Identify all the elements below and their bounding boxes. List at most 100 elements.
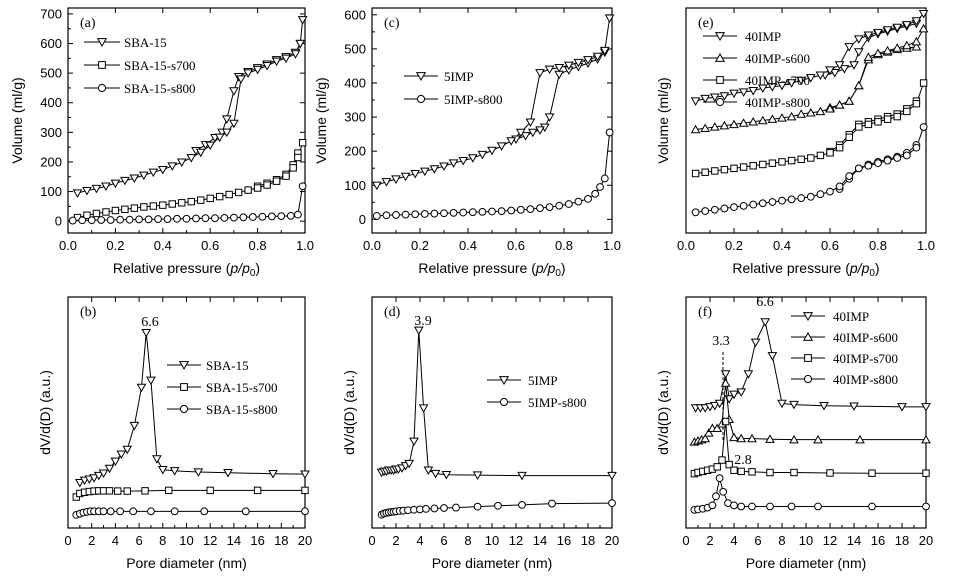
data-point [272, 177, 281, 185]
data-point [758, 199, 767, 208]
series-line [694, 383, 926, 443]
data-point [749, 200, 758, 209]
data-point [825, 66, 835, 75]
data-point [563, 61, 574, 71]
x-tick-label: 20 [605, 533, 619, 548]
data-point [267, 212, 276, 221]
data-point [248, 213, 257, 221]
data-point [430, 209, 439, 218]
data-point [604, 14, 615, 24]
data-point [182, 214, 191, 223]
data-point [919, 123, 928, 131]
data-point [423, 466, 434, 476]
series-5imp-s800 [372, 128, 614, 220]
data-point [135, 215, 144, 224]
data-point [138, 171, 149, 181]
x-tick-label: 8 [778, 533, 785, 548]
legend-marker [415, 72, 427, 81]
data-point [157, 165, 168, 175]
data-point [239, 213, 248, 222]
data-point [605, 128, 614, 137]
data-point [82, 186, 92, 196]
data-point [806, 192, 815, 201]
data-point [708, 501, 717, 510]
data-point [902, 151, 911, 160]
x-tick-label: 16 [871, 533, 885, 548]
data-point [99, 507, 108, 516]
data-point [92, 209, 101, 218]
x-tick-label: 2 [392, 533, 399, 548]
data-point [391, 175, 401, 184]
data-point [281, 54, 291, 64]
data-point [121, 205, 129, 214]
data-point [777, 81, 787, 91]
data-point [903, 107, 911, 116]
x-tick-label: 1.0 [296, 238, 314, 253]
series-5imp-s800 [377, 499, 616, 519]
data-point [192, 214, 200, 223]
data-point [487, 146, 497, 156]
legend-label: 5IMP [444, 69, 474, 84]
data-point [371, 181, 382, 191]
legend-label: 40IMP-s600 [745, 51, 810, 66]
y-tick-label: 700 [40, 6, 62, 21]
data-point [839, 65, 850, 74]
data-point [230, 213, 238, 222]
data-point [815, 71, 826, 81]
x-tick-label: 1.0 [917, 238, 935, 253]
data-point [200, 507, 209, 516]
data-point [516, 205, 525, 214]
data-point [106, 216, 115, 224]
data-point [874, 159, 882, 168]
series-sba-15-s800 [72, 507, 309, 519]
data-point [805, 107, 816, 117]
data-point [893, 112, 901, 121]
series-5imp [371, 14, 615, 191]
data-point [147, 507, 155, 516]
data-point [141, 487, 149, 495]
data-point [97, 216, 106, 224]
data-point [583, 56, 593, 65]
series-line-desorption [829, 100, 917, 152]
series-40imp-s600 [689, 378, 931, 446]
data-point [93, 471, 104, 481]
data-point [120, 176, 130, 186]
series-40imp-s800 [690, 474, 930, 514]
data-point [750, 338, 761, 348]
x-tick-label: 0 [64, 533, 71, 548]
data-point [382, 211, 391, 220]
data-point [548, 499, 556, 508]
data-point [712, 423, 723, 433]
data-point [787, 156, 796, 165]
data-point [922, 502, 930, 511]
data-point [719, 487, 728, 496]
data-point [608, 499, 616, 508]
data-point [101, 182, 111, 192]
data-point [759, 160, 767, 169]
data-point [700, 433, 711, 443]
data-point [114, 487, 122, 495]
data-point [700, 94, 711, 104]
y-tick-label: 600 [40, 36, 62, 51]
data-point [826, 187, 834, 196]
data-point [844, 43, 855, 52]
data-point [787, 502, 796, 511]
y-tick-label: 100 [344, 178, 366, 193]
data-point [244, 186, 252, 194]
data-point [221, 128, 232, 138]
data-point [790, 468, 798, 477]
data-point [215, 192, 224, 201]
data-point [863, 52, 874, 61]
data-point [301, 486, 309, 495]
data-point [730, 164, 738, 173]
data-point [525, 118, 536, 128]
legend-label: SBA-15 [206, 358, 249, 373]
y-axis-label: dV/d(D) (a.u.) [37, 370, 53, 455]
data-point [748, 468, 756, 476]
legend-label: SBA-15 [124, 35, 167, 50]
data-point [767, 83, 778, 92]
x-axis-label: Relative pressure (p/p0) [113, 260, 260, 279]
data-point [297, 16, 308, 25]
legend: 40IMP 40IMP-s600 40IMP-s700 40IMP-s800 [703, 29, 810, 110]
x-axis-label: Relative pressure (p/p0) [732, 260, 879, 279]
